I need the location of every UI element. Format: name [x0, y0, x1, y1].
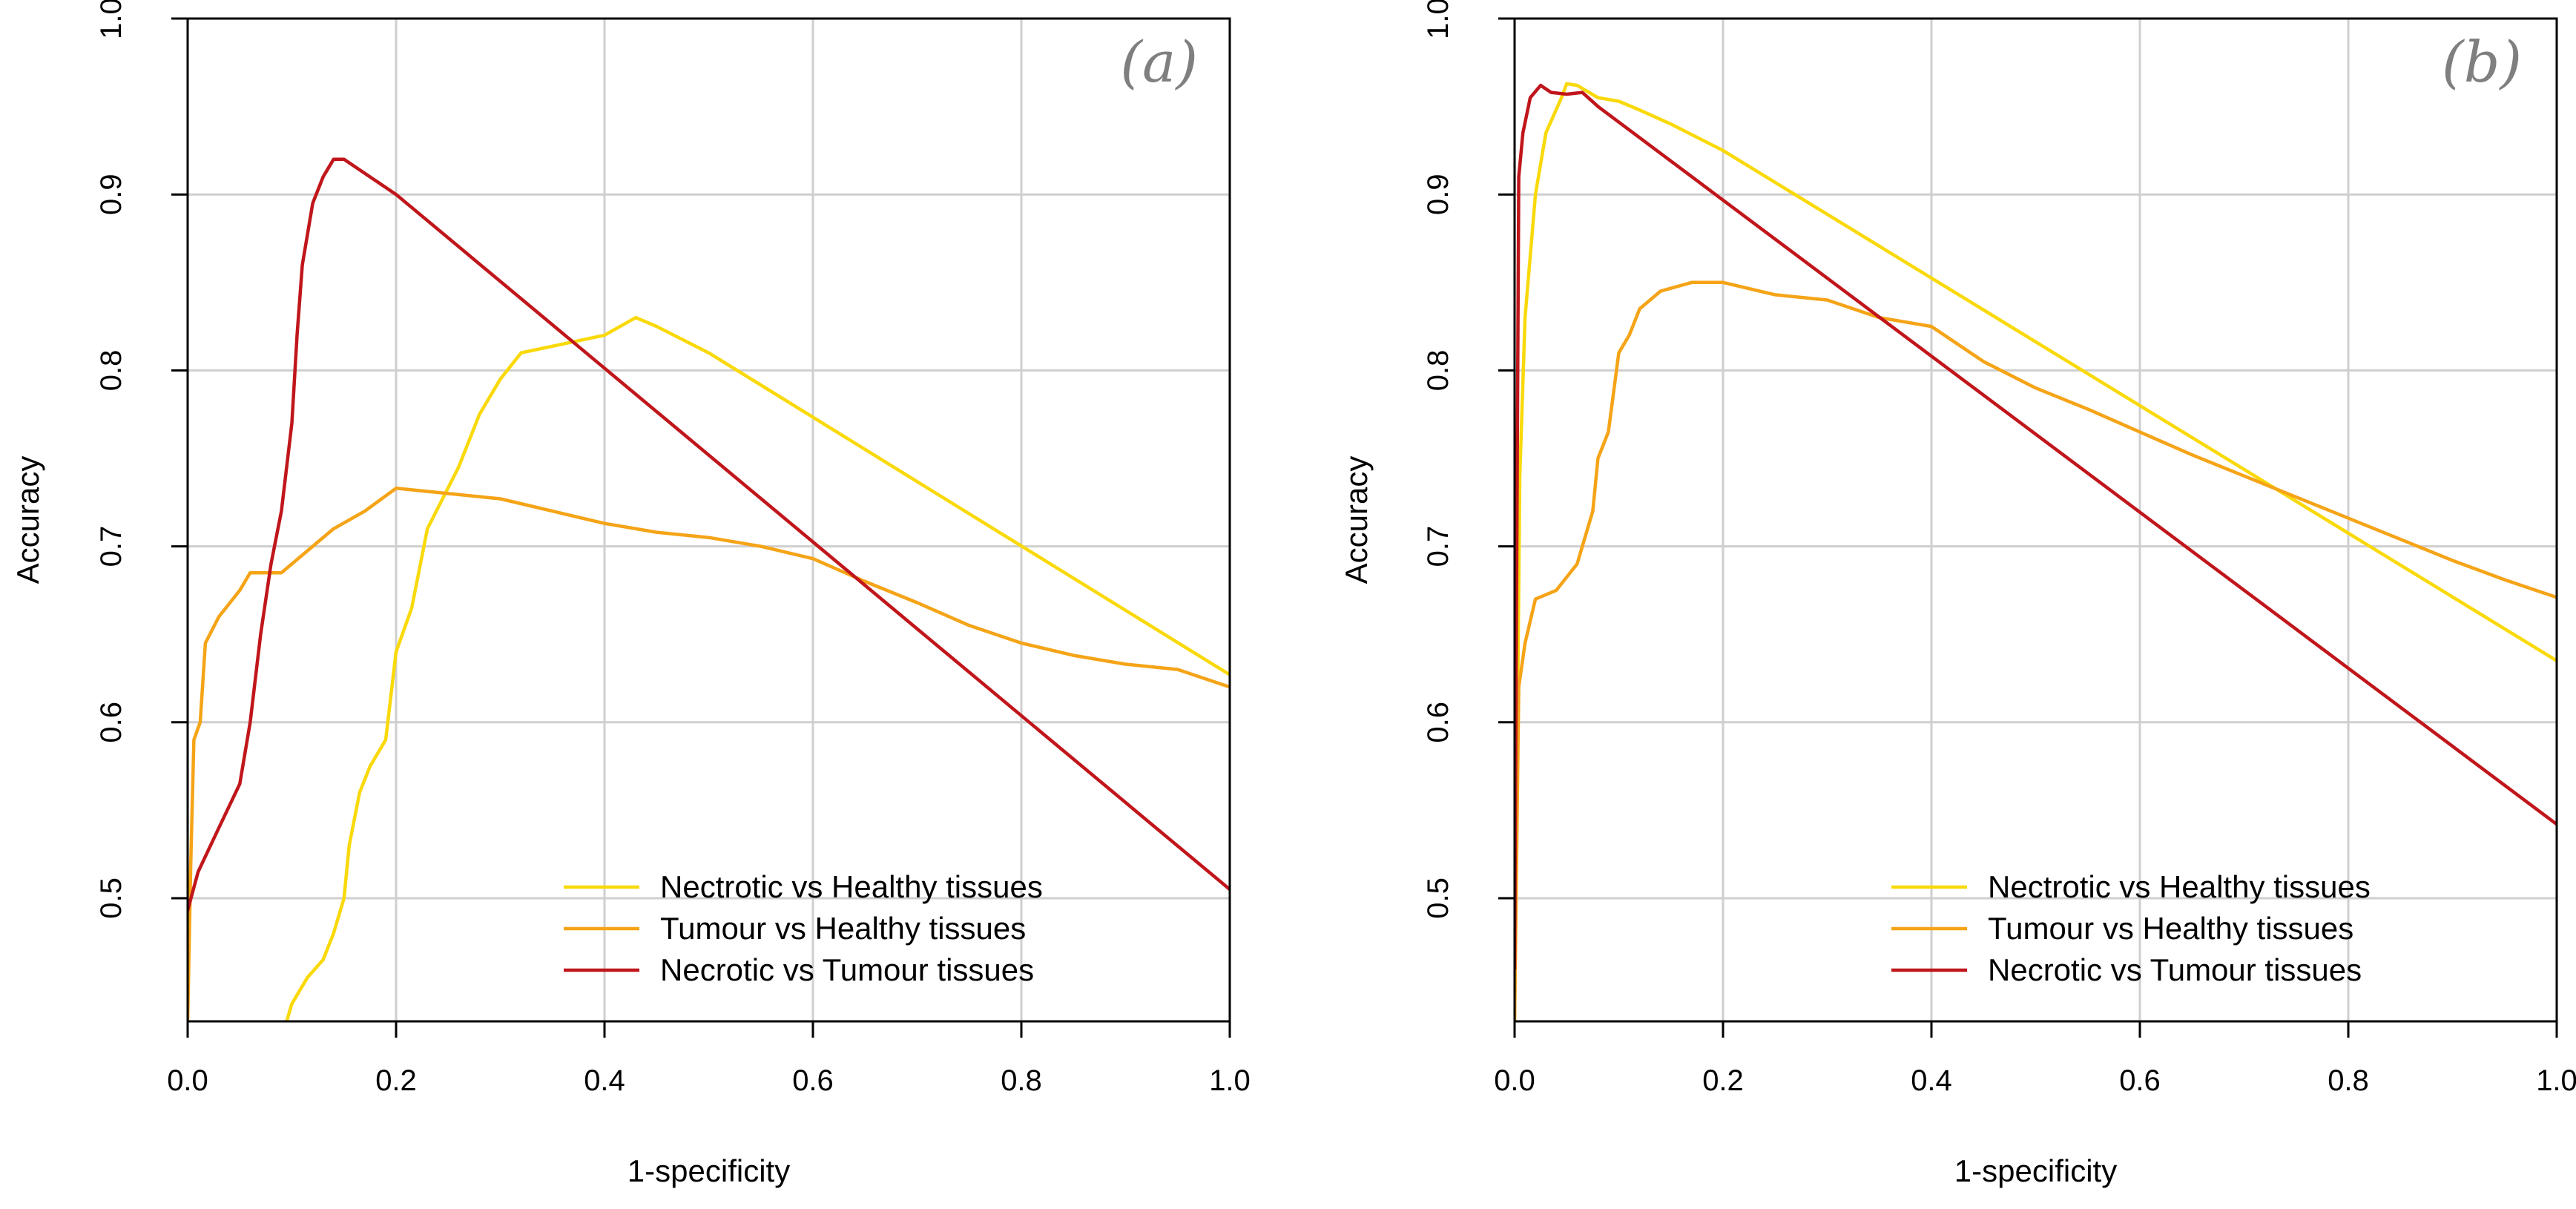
y-tick-label: 0.8 [1422, 350, 1455, 392]
y-tick-label: 0.7 [95, 526, 128, 567]
y-tick-label: 0.9 [95, 174, 128, 215]
panel-label: (b) [2442, 29, 2522, 95]
x-tick-label: 0.4 [584, 1064, 625, 1097]
legend-label-2: Tumour vs Healthy tissues [1988, 911, 2353, 946]
x-tick-label: 0.0 [1494, 1064, 1535, 1097]
plot-frame [1513, 17, 2558, 1023]
panel-label: (a) [1120, 29, 1198, 95]
y-axis-label: Accuracy [1339, 456, 1374, 584]
y-tick-label: 0.6 [1422, 702, 1455, 743]
plot-frame [186, 17, 1231, 1023]
x-tick-label: 0.0 [167, 1064, 208, 1097]
y-tick-label: 0.5 [1422, 877, 1455, 919]
y-tick-label: 1.0 [95, 0, 128, 39]
y-axis-label: Accuracy [10, 456, 45, 584]
y-tick-label: 0.7 [1422, 526, 1455, 567]
x-tick-label: 1.0 [2536, 1064, 2576, 1097]
x-tick-label: 0.6 [792, 1064, 834, 1097]
legend-label-3: Necrotic vs Tumour tissues [1988, 952, 2362, 987]
series-line-2 [188, 487, 1230, 1021]
x-tick-label: 0.8 [2328, 1064, 2369, 1097]
y-tick-label: 0.5 [95, 877, 128, 919]
legend: Nectrotic vs Healthy tissues Tumour vs He… [1891, 869, 2371, 987]
x-tick-label: 1.0 [1209, 1064, 1251, 1097]
x-tick-label: 0.2 [375, 1064, 417, 1097]
x-tick-label: 0.4 [1911, 1064, 1952, 1097]
legend: Nectrotic vs Healthy tissues Tumour vs He… [564, 869, 1043, 987]
panel-b: 0.0 0.2 0.4 0.6 0.8 1.0 0.5 0.6 0.7 0.8 0.9 1.0 1-sp… [1339, 0, 2576, 1188]
legend-label-3: Necrotic vs Tumour tissues [660, 952, 1034, 987]
series-line-1 [285, 315, 1230, 1021]
x-axis-label: 1-specificity [627, 1153, 790, 1188]
legend-label-2: Tumour vs Healthy tissues [660, 911, 1026, 946]
y-tick-label: 0.9 [1422, 174, 1455, 215]
x-axis-label: 1-specificity [1954, 1153, 2117, 1188]
y-tick-label: 0.8 [95, 350, 128, 392]
y-tick-label: 1.0 [1422, 0, 1455, 39]
series-line-2 [1515, 280, 2557, 1021]
x-tick-label: 0.6 [2119, 1064, 2161, 1097]
y-tick-label: 0.6 [95, 702, 128, 743]
legend-label-1: Nectrotic vs Healthy tissues [660, 869, 1043, 904]
x-tick-label: 0.2 [1702, 1064, 1744, 1097]
series-line-3 [188, 157, 1230, 912]
series-line-3 [1515, 83, 2557, 971]
x-tick-label: 0.8 [1001, 1064, 1042, 1097]
panel-a: 0.0 0.2 0.4 0.6 0.8 1.0 0.5 0.6 0.7 0.8 0.9 1.0 1-sp… [10, 0, 1251, 1188]
series-line-1 [1515, 82, 2557, 1021]
legend-label-1: Nectrotic vs Healthy tissues [1988, 869, 2371, 904]
